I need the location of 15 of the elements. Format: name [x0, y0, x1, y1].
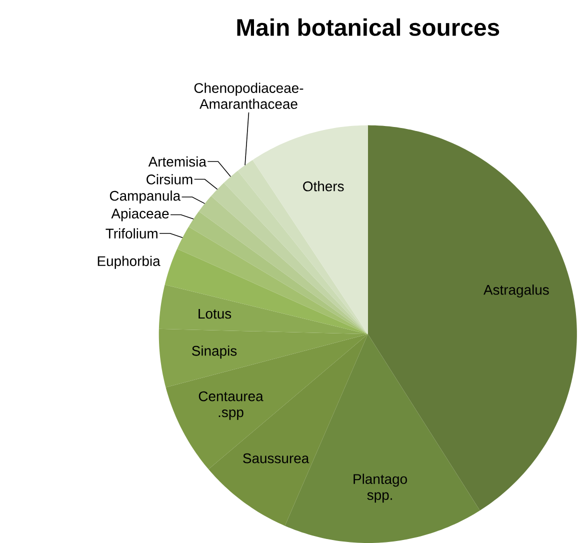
slice-label: Apiaceae [111, 208, 169, 222]
slice-label: Lotus [198, 308, 232, 319]
slice-label: Saussurea [243, 453, 310, 464]
slice-label: Campanula [110, 190, 181, 204]
slice-label: Cirsium [146, 174, 192, 184]
chart-title: Main botanical sources [237, 18, 500, 36]
slice-label: Artemisia [148, 156, 206, 167]
slice-label: Others [303, 181, 344, 192]
slice-label: Trifolium [106, 228, 158, 239]
slice-label: Sinapis [192, 346, 237, 359]
slice-label: Euphorbia [98, 256, 160, 269]
slice-label: Astragalus [484, 284, 549, 298]
slice-label: Chenopodiaceae-Amaranthaceae [194, 82, 304, 109]
slice-label: Plantago spp. [354, 474, 407, 503]
slice-label: Centaurea .spp [198, 391, 264, 420]
